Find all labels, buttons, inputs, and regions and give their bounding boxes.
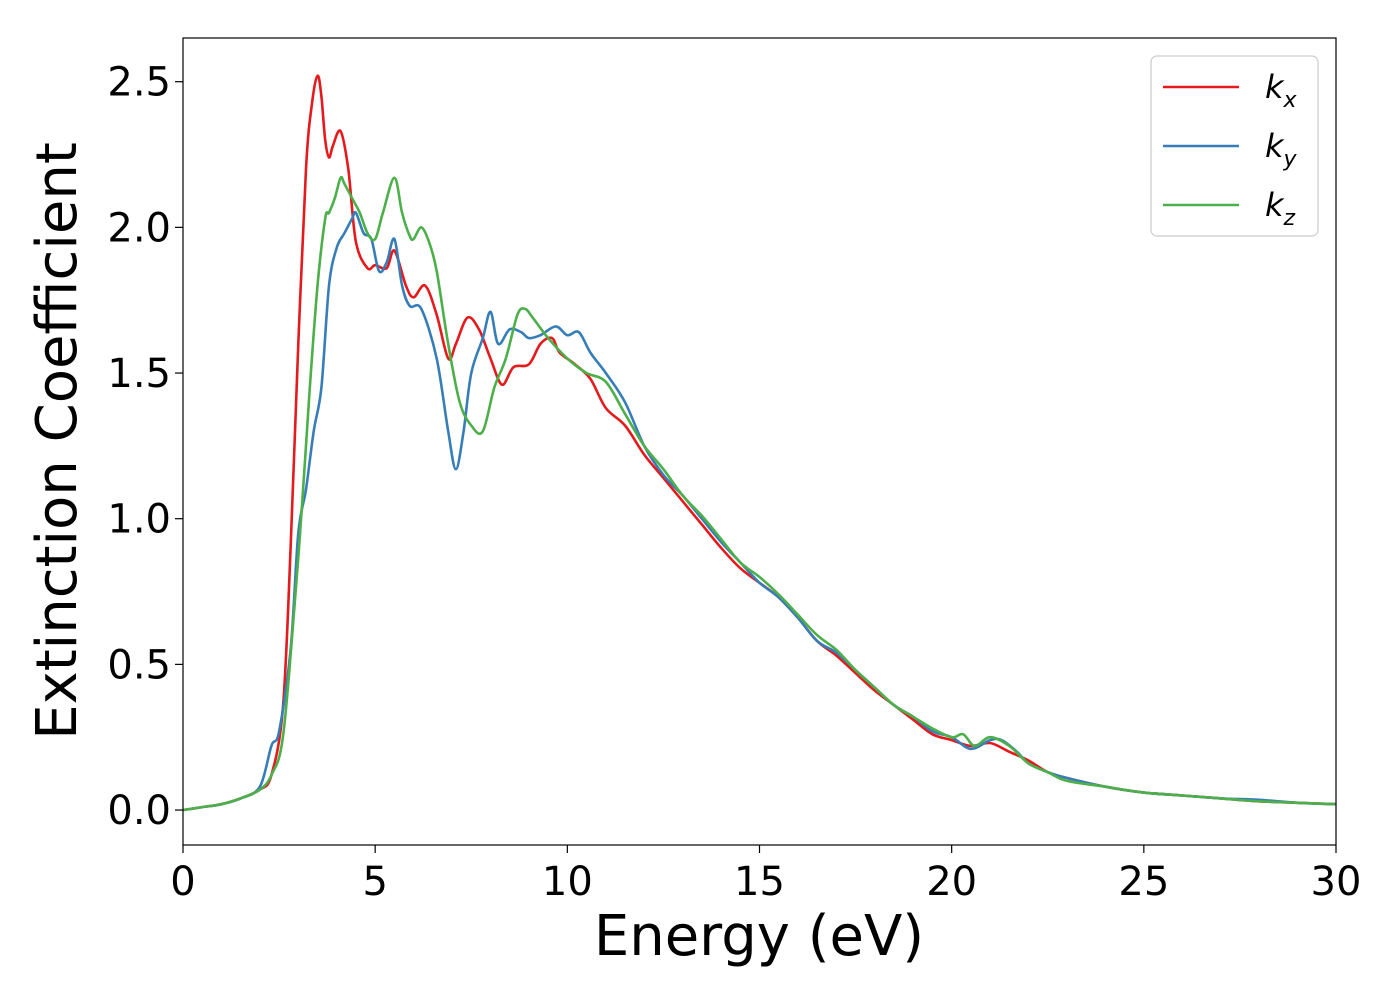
legend: kx ky kz xyxy=(1150,55,1319,237)
plot-area xyxy=(183,74,1336,812)
series-line-x xyxy=(183,74,1336,812)
series-line-z xyxy=(183,175,1336,812)
x-tick-label: 5 xyxy=(362,859,387,905)
y-tick-label: 0.5 xyxy=(107,642,171,688)
legend-label-y: ky xyxy=(1265,127,1298,172)
x-axis-label: Energy (eV) xyxy=(594,904,924,969)
series-line-y xyxy=(183,210,1336,812)
y-tick-label: 0.0 xyxy=(107,788,171,834)
legend-label-x: kx xyxy=(1265,68,1298,113)
x-axis-ticks: 0 5 10 15 20 25 30 xyxy=(170,845,1361,905)
y-tick-label: 1.5 xyxy=(107,351,171,397)
y-tick-label: 1.0 xyxy=(107,497,171,543)
x-tick-label: 0 xyxy=(170,859,195,905)
y-tick-label: 2.5 xyxy=(107,60,171,106)
x-tick-label: 10 xyxy=(542,859,593,905)
y-tick-label: 2.0 xyxy=(107,205,171,251)
plot-frame xyxy=(182,37,1337,846)
y-axis-ticks: 0.0 0.5 1.0 1.5 2.0 2.5 xyxy=(107,60,183,834)
x-tick-label: 25 xyxy=(1118,859,1169,905)
legend-label-z: kz xyxy=(1265,186,1296,231)
y-axis-label: Extinction Coefficient xyxy=(25,142,90,740)
x-tick-label: 15 xyxy=(734,859,785,905)
x-tick-label: 20 xyxy=(926,859,977,905)
x-tick-label: 30 xyxy=(1311,859,1362,905)
